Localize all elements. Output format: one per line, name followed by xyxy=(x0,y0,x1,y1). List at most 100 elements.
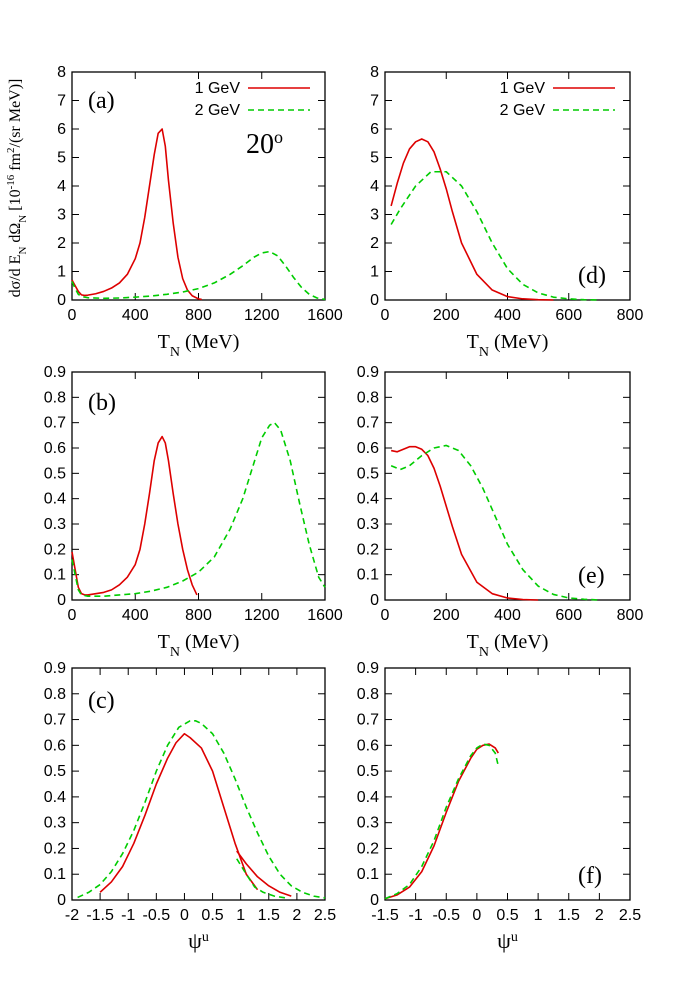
y-tick-label: 3 xyxy=(57,207,66,224)
series-1gev-line xyxy=(384,743,499,900)
y-tick-label: 0.7 xyxy=(44,415,66,432)
x-axis-label: TN (MeV) xyxy=(158,631,240,660)
y-tick-label: 0.7 xyxy=(357,415,379,432)
x-tick-label: 1200 xyxy=(244,307,280,324)
series-2gev-line xyxy=(384,743,500,900)
y-tick-label: 2 xyxy=(370,235,379,252)
panel-b: 0 400 800 1200 1600 0 0.1 0.2 0.3 0.4 0.5 0.6 0.7 0.8… xyxy=(44,364,343,660)
x-tick-label: -1.5 xyxy=(371,907,399,924)
x-tick-label: -2 xyxy=(65,907,79,924)
y-tick-label: 0 xyxy=(57,892,66,909)
legend-label: 2 GeV xyxy=(195,102,241,119)
y-tick-label: 0.9 xyxy=(44,364,66,381)
y-tick-label: 0.1 xyxy=(357,866,379,883)
y-tick-label: 0.2 xyxy=(44,840,66,857)
panel-label: (c) xyxy=(88,688,115,714)
panel-a: 0 400 800 1200 1600 0 1 2 3 4 5 6 7 8 TN (MeV) (a) 1 GeV… xyxy=(57,64,343,360)
x-tick-label: 0 xyxy=(68,607,77,624)
x-tick-label: 1 xyxy=(534,907,543,924)
y-tick-label: 0.3 xyxy=(357,815,379,832)
y-tick-label: 0.7 xyxy=(357,712,379,729)
x-tick-label: -0.5 xyxy=(143,907,171,924)
series-2gev-line xyxy=(71,250,326,301)
x-axis-label: ψu xyxy=(188,928,209,953)
x-tick-label: -1 xyxy=(409,907,423,924)
y-tick-label: 0.7 xyxy=(44,712,66,729)
x-axis-label: TN (MeV) xyxy=(467,631,549,660)
series-2gev-line xyxy=(77,720,326,899)
y-tick-label: 0.9 xyxy=(357,660,379,677)
legend-label: 1 GeV xyxy=(500,80,546,97)
series-2gev-line xyxy=(390,444,600,601)
y-tick-label: 0 xyxy=(57,592,66,609)
y-tick-label: 0.4 xyxy=(357,789,379,806)
y-axis-label: dσ/d EN dΩN [10-16 fm2/(sr MeV)] xyxy=(5,79,29,298)
series-1gev-line xyxy=(71,435,198,596)
x-axis-label: TN (MeV) xyxy=(158,331,240,360)
y-tick-label: 1 xyxy=(57,264,66,281)
y-tick-label: 3 xyxy=(370,207,379,224)
series-1gev-line xyxy=(99,732,259,893)
y-tick-label: 0.2 xyxy=(357,840,379,857)
x-tick-label: 0.5 xyxy=(496,907,518,924)
x-tick-label: 200 xyxy=(433,307,460,324)
y-tick-label: 5 xyxy=(57,150,66,167)
angle-annotation: 20o xyxy=(246,127,283,160)
x-tick-label: 1600 xyxy=(307,607,343,624)
x-tick-label: 2 xyxy=(292,907,301,924)
series-1gev-line xyxy=(390,138,554,301)
x-tick-label: 400 xyxy=(494,607,521,624)
x-axis-label: TN (MeV) xyxy=(467,331,549,360)
x-tick-label: -1 xyxy=(121,907,135,924)
y-tick-label: 0.9 xyxy=(44,660,66,677)
x-axis-label: ψu xyxy=(497,928,518,953)
x-tick-label: 1 xyxy=(236,907,245,924)
panel-label: (e) xyxy=(578,563,605,589)
y-tick-label: 0.8 xyxy=(357,389,379,406)
y-tick-label: 0.6 xyxy=(44,440,66,457)
x-tick-label: 800 xyxy=(617,307,644,324)
x-tick-label: 0 xyxy=(381,607,390,624)
series-1gev-line xyxy=(390,445,539,601)
x-tick-label: -1.5 xyxy=(86,907,114,924)
panel-label: (b) xyxy=(88,390,116,416)
series-1gev-line xyxy=(236,850,292,897)
x-tick-label: 800 xyxy=(185,607,212,624)
y-tick-label: 6 xyxy=(370,121,379,138)
y-tick-label: 0 xyxy=(370,892,379,909)
x-tick-label: 800 xyxy=(185,307,212,324)
y-tick-label: 2 xyxy=(57,235,66,252)
y-tick-label: 4 xyxy=(57,178,66,195)
y-tick-label: 8 xyxy=(370,64,379,81)
y-tick-label: 7 xyxy=(370,93,379,110)
x-tick-label: 0.5 xyxy=(201,907,223,924)
y-tick-label: 0.5 xyxy=(357,465,379,482)
series-2gev-line xyxy=(71,421,326,598)
y-tick-label: 0 xyxy=(57,292,66,309)
x-tick-label: 1.5 xyxy=(558,907,580,924)
x-tick-label: 600 xyxy=(555,307,582,324)
x-tick-label: 600 xyxy=(555,607,582,624)
series-2gev-line xyxy=(390,170,600,301)
y-tick-label: 0.1 xyxy=(357,567,379,584)
y-tick-label: 0.2 xyxy=(44,541,66,558)
y-tick-label: 0.6 xyxy=(44,737,66,754)
y-tick-label: 0.3 xyxy=(44,516,66,533)
y-tick-label: 1 xyxy=(370,264,379,281)
x-tick-label: 2.5 xyxy=(314,907,336,924)
panel-label: (a) xyxy=(88,88,115,114)
x-tick-label: 200 xyxy=(433,607,460,624)
panel-f: -1.5 -1 -0.5 0 0.5 1 1.5 2 2.5 0 0.1 0.2 0.3 0.4 0.5 0.… xyxy=(357,660,641,953)
panel-d: 0 200 400 600 800 0 1 2 3 4 5 6 7 8 TN (MeV) (d) 1 GeV 2 … xyxy=(370,64,643,360)
x-tick-label: 0 xyxy=(68,307,77,324)
y-tick-label: 0.6 xyxy=(357,737,379,754)
y-tick-label: 0.3 xyxy=(44,815,66,832)
y-tick-label: 0.1 xyxy=(44,567,66,584)
y-tick-label: 0.4 xyxy=(357,491,379,508)
y-tick-label: 0.2 xyxy=(357,541,379,558)
legend-label: 2 GeV xyxy=(500,102,546,119)
y-tick-label: 4 xyxy=(370,178,379,195)
x-tick-label: 1.5 xyxy=(258,907,280,924)
x-tick-label: 400 xyxy=(494,307,521,324)
x-tick-label: 0 xyxy=(180,907,189,924)
